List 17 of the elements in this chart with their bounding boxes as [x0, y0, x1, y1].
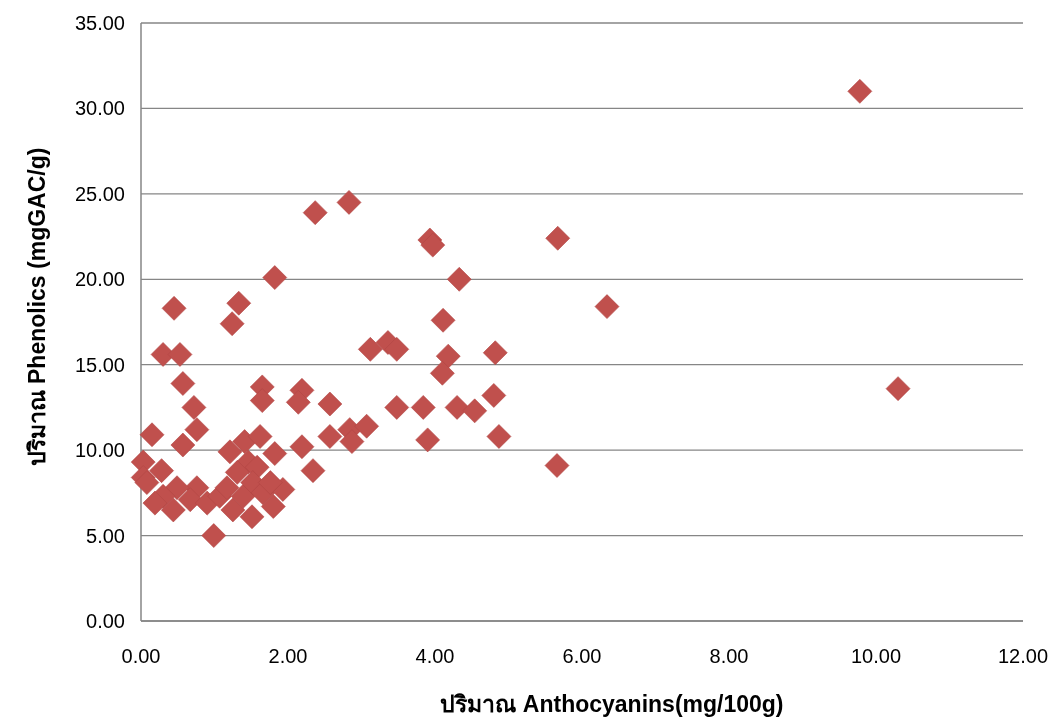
x-tick-label: 8.00 [709, 645, 749, 667]
x-axis-title: ปริมาณ Anthocyanins(mg/100g) [440, 691, 784, 717]
y-tick-label: 15.00 [74, 353, 125, 376]
y-tick-label: 10.00 [74, 439, 125, 462]
y-tick-label: 30.00 [74, 97, 125, 120]
x-tick-label: 6.00 [562, 645, 602, 667]
x-tick-label: 0.00 [121, 645, 161, 667]
y-tick-label: 20.00 [74, 268, 125, 291]
x-tick-label: 2.00 [268, 645, 308, 667]
y-axis-title: ปริมาณ Phenolics (mgGAC/g) [24, 147, 50, 467]
y-tick-label: 5.00 [86, 524, 125, 547]
x-tick-label: 4.00 [415, 645, 455, 667]
y-tick-label: 0.00 [86, 610, 125, 632]
y-tick-label: 25.00 [74, 182, 125, 205]
x-tick-label: 10.00 [850, 645, 902, 667]
x-tick-label: 12.00 [997, 645, 1049, 667]
y-tick-label: 35.00 [74, 12, 125, 34]
